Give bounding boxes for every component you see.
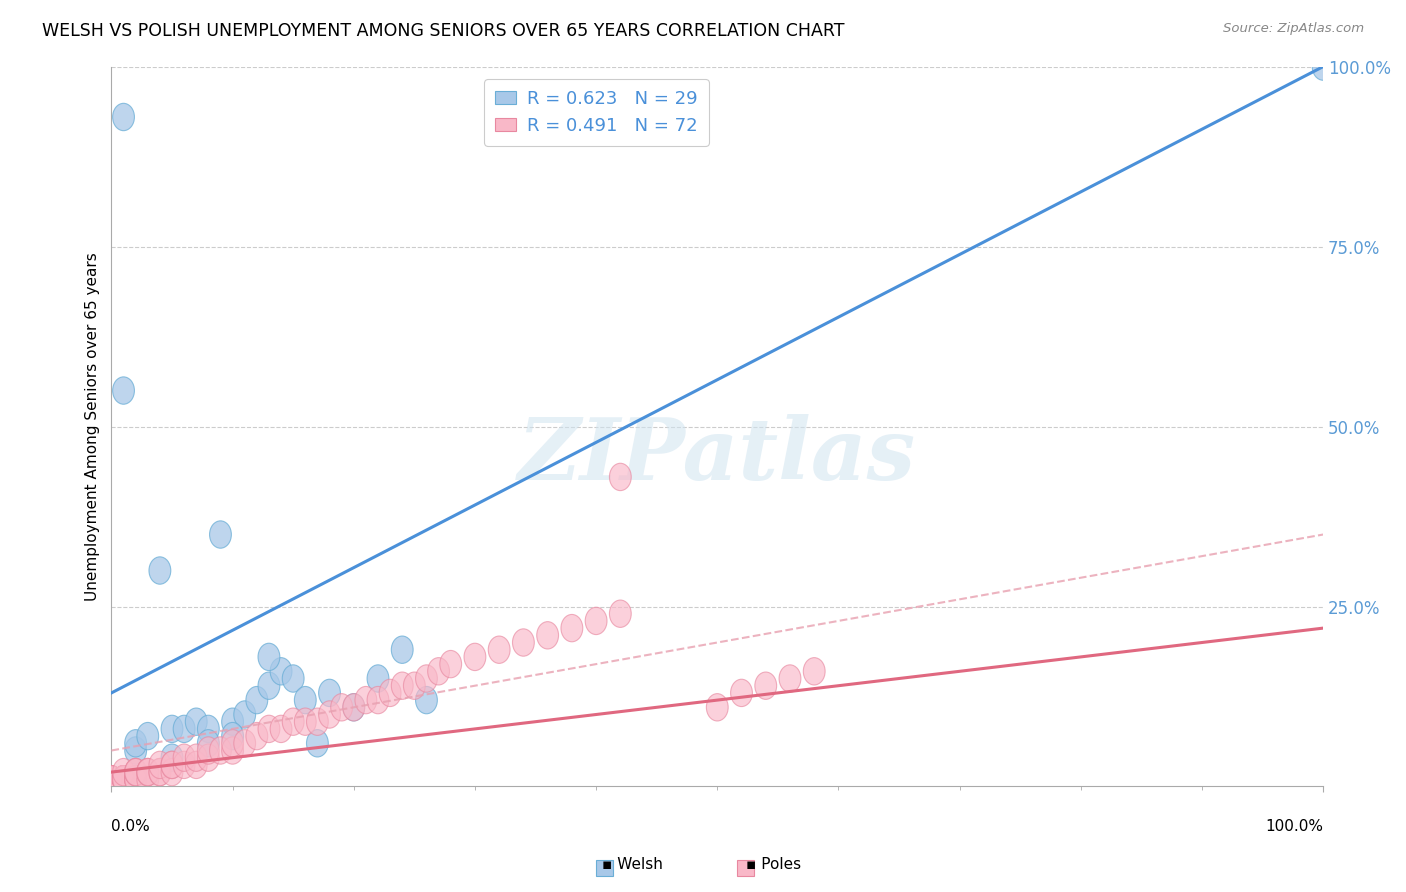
Text: 0.0%: 0.0% [111,819,150,834]
Text: WELSH VS POLISH UNEMPLOYMENT AMONG SENIORS OVER 65 YEARS CORRELATION CHART: WELSH VS POLISH UNEMPLOYMENT AMONG SENIO… [42,22,845,40]
Y-axis label: Unemployment Among Seniors over 65 years: Unemployment Among Seniors over 65 years [86,252,100,601]
Text: ▪ Welsh: ▪ Welsh [602,857,664,872]
Text: 100.0%: 100.0% [1265,819,1323,834]
Legend: R = 0.623   N = 29, R = 0.491   N = 72: R = 0.623 N = 29, R = 0.491 N = 72 [484,79,709,146]
Text: ZIPatlas: ZIPatlas [519,414,917,497]
Text: ▪ Poles: ▪ Poles [745,857,801,872]
Text: Source: ZipAtlas.com: Source: ZipAtlas.com [1223,22,1364,36]
